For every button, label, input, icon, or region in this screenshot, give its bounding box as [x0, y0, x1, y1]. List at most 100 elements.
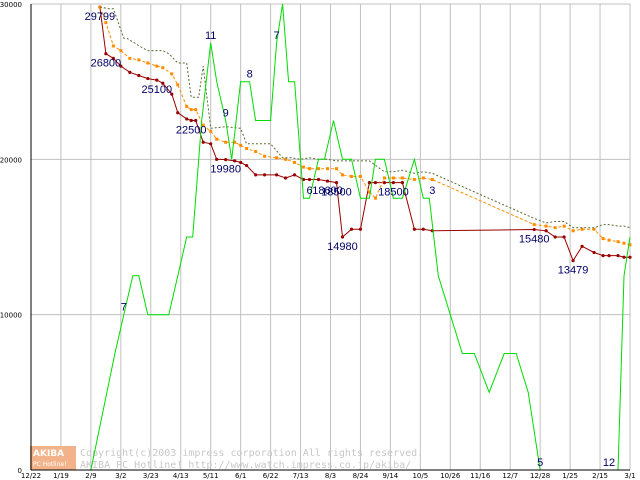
data-label: 19980	[210, 164, 241, 176]
series-point-price-avg	[340, 173, 344, 177]
series-point-price-avg	[170, 72, 174, 76]
series-point-price-avg	[373, 196, 377, 200]
series-point-price-min	[382, 181, 387, 185]
series-point-price-avg	[201, 123, 205, 127]
x-tick-label: 12/22	[21, 472, 41, 480]
series-point-price-min	[562, 235, 566, 239]
series-point-price-avg	[111, 44, 115, 48]
watermark-url: AKIBA PC Hotline! http://www.watch.impre…	[80, 460, 411, 471]
series-point-price-avg	[412, 178, 416, 182]
series-point-price-min	[155, 78, 159, 82]
count-label: 12	[603, 457, 615, 469]
series-point-price-min	[137, 73, 141, 78]
series-point-price-avg	[553, 226, 557, 230]
series-point-price-min	[104, 52, 108, 56]
series-point-price-avg	[293, 160, 297, 164]
series-point-price-avg	[628, 243, 632, 247]
series-point-price-min	[263, 173, 267, 177]
count-label: 8	[247, 69, 253, 81]
series-point-price-avg	[176, 83, 180, 87]
series-point-price-avg	[367, 190, 371, 194]
series-point-price-avg	[119, 49, 123, 53]
x-tick-label: 1/25	[562, 472, 578, 480]
x-tick-label: 11/16	[470, 472, 491, 480]
series-point-price-min	[616, 254, 620, 258]
series-point-price-min	[367, 181, 372, 185]
series-point-price-min	[358, 227, 363, 231]
series-point-price-avg	[616, 240, 620, 244]
x-tick-label: 6/22	[263, 472, 279, 480]
series-point-price-avg	[146, 61, 150, 65]
series-point-price-min	[245, 163, 249, 168]
series-point-price-min	[301, 177, 306, 182]
series-line-shop-count	[90, 3, 631, 471]
series-point-price-min	[334, 181, 339, 185]
series-point-price-min	[325, 179, 330, 183]
x-tick-label: 3/2	[115, 472, 126, 480]
watermark-logo-top: AKIBA	[33, 449, 64, 459]
data-label: 26800	[91, 58, 122, 70]
series-point-price-avg	[622, 241, 626, 245]
series-point-price-avg	[215, 137, 219, 141]
y-tick-label: 0	[18, 467, 22, 475]
series-point-price-min	[111, 56, 115, 60]
x-tick-label: 7/13	[293, 472, 309, 480]
series-point-price-min	[400, 181, 404, 185]
count-label: 9	[223, 108, 229, 120]
series-point-price-min	[170, 92, 174, 96]
data-label: 14980	[327, 241, 358, 253]
series-point-price-avg	[607, 238, 611, 242]
x-tick-label: 3/23	[143, 472, 159, 480]
series-point-price-min	[215, 157, 219, 161]
data-label: 18500	[321, 187, 352, 199]
series-point-price-min	[233, 159, 237, 163]
series-point-price-avg	[532, 223, 536, 227]
x-tick-label: 10/26	[440, 472, 461, 480]
series-point-price-min	[224, 158, 228, 162]
series-point-price-avg	[194, 108, 198, 112]
series-point-price-avg	[224, 140, 228, 144]
series-point-price-min	[373, 181, 378, 185]
labels-layer: 2979926800251002250019980186001850014980…	[85, 11, 616, 469]
series-point-price-avg	[185, 105, 189, 109]
series-point-price-min	[161, 81, 165, 85]
series-point-price-avg	[430, 178, 434, 182]
series-point-price-avg	[302, 165, 306, 169]
series-point-price-avg	[98, 5, 102, 9]
series-point-price-avg	[275, 156, 279, 160]
series-point-price-min	[391, 181, 395, 185]
watermark-copyright: Copyright(c)2003 impress corporation All…	[80, 448, 423, 459]
count-label: 5	[537, 457, 543, 469]
count-label: 6	[306, 185, 312, 197]
series-point-price-min	[146, 76, 150, 81]
series-point-price-min	[239, 160, 243, 165]
x-tick-label: 12/7	[502, 472, 518, 480]
series-point-price-avg	[209, 129, 213, 133]
series-point-price-avg	[544, 224, 548, 228]
series-point-price-avg	[161, 66, 165, 70]
series-point-price-min	[254, 173, 258, 177]
series-point-price-min	[412, 227, 416, 231]
series-point-price-min	[307, 177, 312, 182]
x-tick-label: 6/1	[235, 472, 246, 480]
data-label: 18500	[378, 187, 409, 199]
series-point-price-min	[532, 227, 536, 232]
series-point-price-min	[607, 254, 611, 258]
series-point-price-avg	[245, 146, 249, 150]
watermark-logo-bottom: PC Hotline!	[33, 461, 66, 468]
count-label: 7	[274, 30, 280, 42]
series-point-price-min	[189, 118, 193, 123]
series-point-price-avg	[601, 237, 605, 241]
series-layer	[90, 3, 632, 471]
series-point-price-min	[340, 235, 345, 239]
series-line-price-max	[99, 6, 631, 229]
data-label: 15480	[519, 234, 550, 246]
data-label: 22500	[176, 125, 207, 137]
series-point-price-avg	[592, 227, 596, 231]
series-point-price-avg	[400, 176, 404, 180]
series-point-price-min	[185, 117, 189, 121]
watermark-logo-box	[30, 446, 76, 470]
series-point-price-avg	[391, 176, 395, 180]
